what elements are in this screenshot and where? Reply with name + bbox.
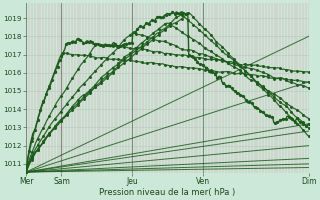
X-axis label: Pression niveau de la mer( hPa ): Pression niveau de la mer( hPa ) [99, 188, 236, 197]
